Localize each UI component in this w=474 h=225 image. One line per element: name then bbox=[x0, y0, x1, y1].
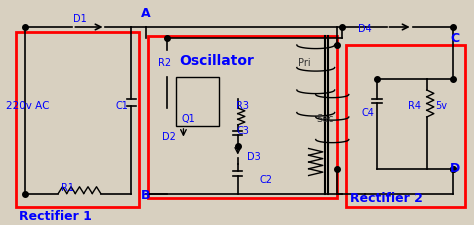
Text: R3: R3 bbox=[236, 101, 249, 111]
Bar bbox=[16, 32, 138, 207]
Text: C2: C2 bbox=[260, 175, 273, 185]
Bar bbox=[148, 36, 337, 198]
Text: C1: C1 bbox=[116, 101, 128, 111]
Text: A: A bbox=[141, 7, 150, 20]
Text: C: C bbox=[451, 32, 460, 45]
Bar bbox=[176, 76, 219, 126]
Text: D3: D3 bbox=[247, 153, 261, 162]
Text: B: B bbox=[141, 189, 150, 202]
Text: D4: D4 bbox=[358, 24, 372, 34]
Text: D2: D2 bbox=[162, 132, 176, 142]
Text: D1: D1 bbox=[73, 14, 86, 24]
Text: Q1: Q1 bbox=[181, 114, 195, 124]
Text: R2: R2 bbox=[158, 58, 171, 68]
Text: R4: R4 bbox=[409, 101, 421, 111]
Text: Rectifier 2: Rectifier 2 bbox=[350, 191, 423, 205]
Bar bbox=[346, 45, 465, 207]
Text: D: D bbox=[450, 162, 460, 175]
Text: Sec: Sec bbox=[317, 114, 334, 124]
Text: 220v AC: 220v AC bbox=[6, 101, 49, 111]
Text: 5v: 5v bbox=[435, 101, 447, 111]
Text: Rectifier 1: Rectifier 1 bbox=[19, 209, 92, 223]
Text: Pri: Pri bbox=[298, 58, 310, 68]
Text: C4: C4 bbox=[361, 108, 374, 117]
Text: R1: R1 bbox=[61, 183, 74, 193]
Text: C3: C3 bbox=[236, 126, 249, 135]
Text: Oscillator: Oscillator bbox=[179, 54, 254, 68]
